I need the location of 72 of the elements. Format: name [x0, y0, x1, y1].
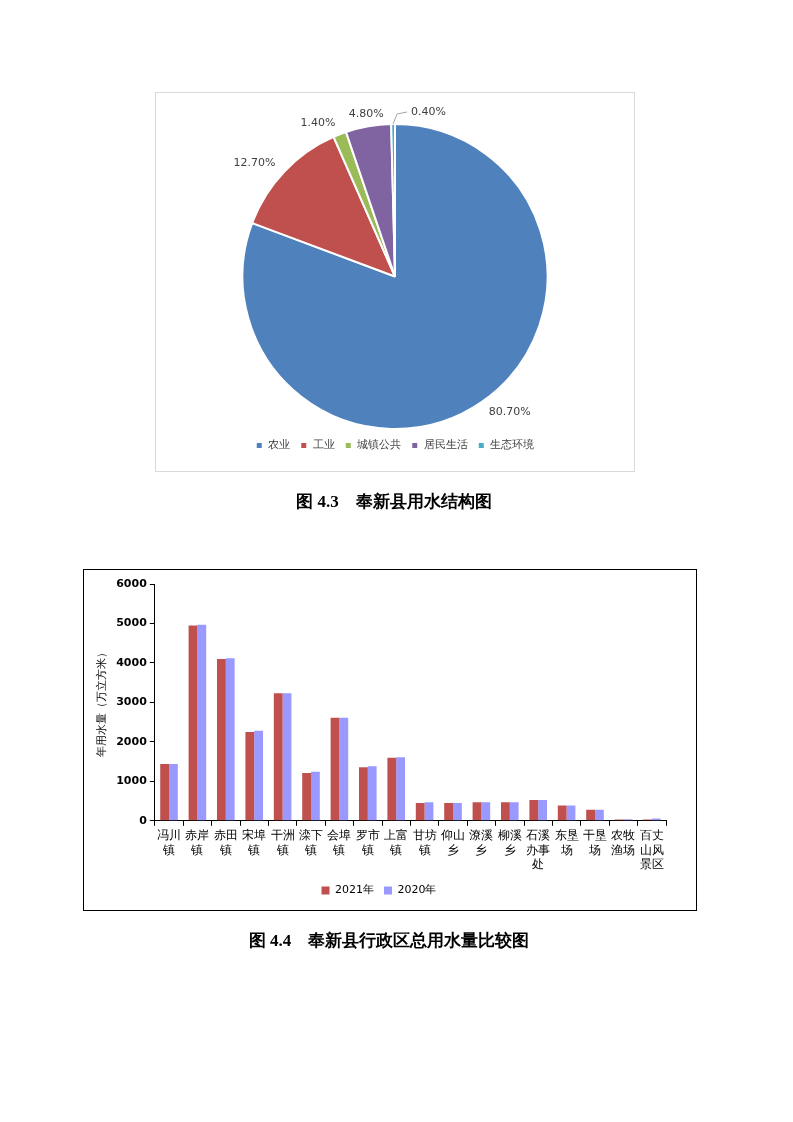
y-axis-title: 年用水量（万立方米） [95, 647, 109, 758]
y-tick-label: 2000 [116, 734, 148, 748]
y-tick-label: 0 [139, 813, 148, 827]
bar [273, 693, 283, 821]
bar [586, 809, 595, 821]
x-tick-label: 石溪办事处 [526, 828, 551, 871]
y-tick-label: 5000 [116, 616, 148, 630]
x-tick-label: 百丈山风景区 [639, 828, 664, 871]
bar [188, 625, 198, 821]
x-tick-label: 甘坊镇 [412, 828, 437, 857]
text: 图 4.4 奉新县行政区总用水量比较图 [247, 930, 531, 952]
bar [225, 658, 235, 821]
bar [311, 771, 320, 821]
legend-label: 居民生活 [423, 438, 468, 452]
x-tick-label: 仰山乡 [441, 828, 466, 857]
legend-label: 2021年 [335, 883, 375, 897]
y-tick-label: 1000 [116, 774, 148, 788]
bar [254, 730, 264, 821]
bar [444, 803, 454, 821]
x-tick-label: 冯川镇 [157, 828, 182, 857]
x-tick-label: 上富镇 [384, 828, 409, 857]
data-label: 80.70% [488, 404, 531, 418]
bar [169, 763, 178, 821]
x-tick-label: 潦溪乡 [469, 828, 494, 857]
bar [217, 658, 226, 821]
bar [472, 802, 482, 821]
bar [339, 717, 349, 821]
bar [367, 766, 377, 821]
legend-label: 生态环境 [490, 438, 535, 452]
bar [566, 805, 576, 821]
legend-label: 城镇公共 [356, 438, 402, 452]
bar [330, 717, 340, 821]
bar [453, 803, 462, 821]
bar [595, 809, 604, 821]
bar [538, 799, 548, 821]
data-label: 4.80% [348, 107, 384, 121]
bar [302, 773, 312, 821]
bar [359, 767, 368, 821]
bar [387, 757, 397, 821]
bar [160, 763, 170, 821]
bar [396, 757, 406, 821]
x-tick-label: 赤岸镇 [185, 828, 210, 857]
x-tick-label: 罗市镇 [355, 828, 380, 857]
legend-label: 农业 [268, 438, 291, 452]
data-label: 0.40% [411, 104, 447, 118]
bar [501, 802, 510, 821]
data-label: 1.40% [300, 116, 336, 130]
x-tick-label: 赤田镇 [213, 828, 238, 857]
bar [245, 732, 255, 821]
x-tick-label: 滦下镇 [299, 828, 324, 857]
bar [529, 799, 539, 821]
x-tick-label: 东垦场 [554, 828, 579, 857]
x-tick-label: 干垦场 [583, 828, 607, 857]
bar [424, 802, 434, 821]
y-tick-label: 6000 [116, 576, 148, 590]
bar [282, 693, 292, 821]
bar [481, 802, 491, 821]
text: 图 4.3 奉新县用水结构图 [295, 491, 493, 513]
data-label: 12.70% [233, 156, 276, 170]
x-tick-label: 柳溪乡 [497, 828, 522, 857]
y-tick-label: 4000 [116, 655, 148, 669]
x-tick-label: 干洲镇 [270, 828, 295, 857]
bar [197, 624, 207, 821]
x-tick-label: 宋埠镇 [242, 828, 267, 857]
x-tick-label: 会埠镇 [327, 828, 352, 857]
legend-label: 2020年 [397, 883, 437, 897]
bar [415, 803, 425, 821]
y-tick-label: 3000 [116, 695, 148, 709]
bar [509, 802, 519, 821]
bar [557, 805, 567, 821]
legend-label: 工业 [312, 438, 335, 452]
x-tick-label: 农牧渔场 [611, 828, 636, 857]
